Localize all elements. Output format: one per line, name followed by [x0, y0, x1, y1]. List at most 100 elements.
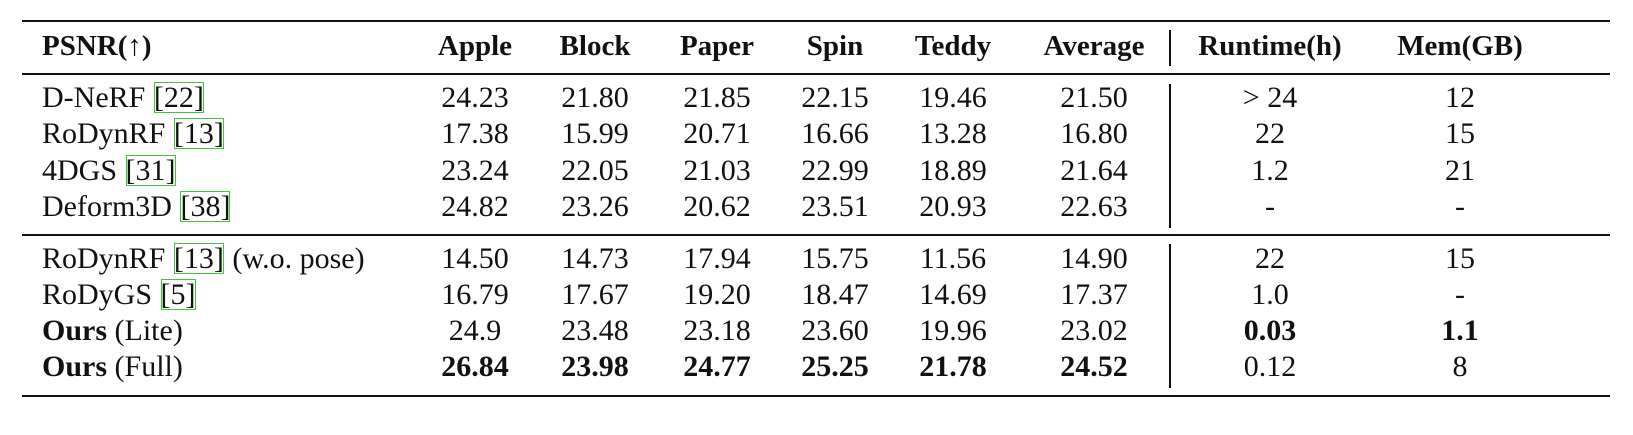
top-rule	[22, 20, 1610, 22]
method-cell: RoDyGS [5]	[42, 277, 197, 313]
average-cell: 21.50	[1060, 81, 1128, 114]
citation-number: 13	[183, 242, 214, 275]
paper-cell: 21.85	[683, 81, 751, 114]
apple-cell: 14.50	[441, 242, 509, 275]
teddy-cell: 19.96	[919, 314, 987, 347]
spin-cell: 22.15	[801, 81, 869, 114]
runtime-cell: -	[1265, 190, 1275, 223]
average-header: Average	[1043, 30, 1145, 62]
teddy-cell: 21.78	[919, 350, 987, 383]
memory-cell: 21	[1445, 154, 1475, 187]
table-row: RoDyGS [5] 16.79 17.67 19.20 18.47 14.69 17.37…	[0, 277, 1633, 313]
memory-cell: 1.1	[1441, 314, 1479, 347]
memory-cell: -	[1455, 278, 1465, 311]
citation-number: 38	[190, 190, 221, 223]
table-row: RoDynRF [13] 17.38 15.99 20.71 16.66 13.28 16.…	[0, 116, 1633, 152]
paper-cell: 23.18	[683, 314, 751, 347]
method-cell: 4DGS [31]	[42, 153, 177, 189]
table-row: D-NeRF [22] 24.23 21.80 21.85 22.15 19.46 21.5…	[0, 80, 1633, 116]
method-cell: Deform3D [38]	[42, 189, 231, 225]
spin-cell: 25.25	[801, 350, 869, 383]
average-cell: 21.64	[1060, 154, 1128, 187]
spin-cell: 23.51	[801, 190, 869, 223]
metric-header: PSNR(↑)	[42, 30, 152, 62]
average-cell: 22.63	[1060, 190, 1128, 223]
memory-cell: 8	[1452, 350, 1468, 383]
apple-cell: 16.79	[441, 278, 509, 311]
method-name: Ours	[42, 314, 108, 347]
average-cell: 23.02	[1060, 314, 1128, 347]
table-row: Ours (Full) 26.84 23.98 24.77 25.25 21.78 24.5…	[0, 349, 1633, 385]
block-cell: 23.48	[561, 314, 629, 347]
citation-link[interactable]: [13]	[173, 117, 224, 150]
method-variant: (w.o. pose)	[232, 242, 365, 275]
spin-cell: 23.60	[801, 314, 869, 347]
spin-cell: 15.75	[801, 242, 869, 275]
citation-link[interactable]: [38]	[180, 190, 231, 223]
apple-cell: 24.9	[448, 314, 502, 347]
citation-link[interactable]: [31]	[125, 154, 176, 187]
citation-link[interactable]: [5]	[160, 278, 196, 311]
spin-cell: 18.47	[801, 278, 869, 311]
citation-number: 5	[170, 278, 186, 311]
runtime-cell: 0.12	[1243, 350, 1297, 383]
paper-cell: 21.03	[683, 154, 751, 187]
teddy-cell: 20.93	[919, 190, 987, 223]
method-variant: (Lite)	[114, 314, 183, 347]
spin-cell: 22.99	[801, 154, 869, 187]
average-cell: 24.52	[1060, 350, 1128, 383]
apple-cell: 24.23	[441, 81, 509, 114]
method-cell: RoDynRF [13] (w.o. pose)	[42, 241, 365, 277]
teddy-cell: 14.69	[919, 278, 987, 311]
memory-cell: -	[1455, 190, 1465, 223]
method-cell: Ours (Full)	[42, 349, 183, 385]
memory-cell: 12	[1445, 81, 1475, 114]
teddy-cell: 18.89	[919, 154, 987, 187]
block-cell: 17.67	[561, 278, 629, 311]
paper-cell: 20.62	[683, 190, 751, 223]
spin-cell: 16.66	[801, 117, 869, 150]
citation-link[interactable]: [13]	[173, 242, 224, 275]
paper-cell: 24.77	[683, 350, 751, 383]
method-name: 4DGS	[42, 154, 118, 187]
runtime-cell: 1.2	[1251, 154, 1289, 187]
average-cell: 17.37	[1060, 278, 1128, 311]
average-cell: 16.80	[1060, 117, 1128, 150]
memory-header: Mem(GB)	[1397, 30, 1523, 62]
method-name: D-NeRF	[42, 81, 146, 114]
block-cell: 14.73	[561, 242, 629, 275]
citation-link[interactable]: [22]	[153, 81, 204, 114]
apple-cell: 26.84	[441, 350, 509, 383]
spin-header: Spin	[806, 30, 864, 62]
average-cell: 14.90	[1060, 242, 1128, 275]
table-row: Ours (Lite) 24.9 23.48 23.18 23.60 19.96 23.02…	[0, 313, 1633, 349]
method-cell: D-NeRF [22]	[42, 80, 205, 116]
bottom-rule	[22, 395, 1610, 397]
method-cell: Ours (Lite)	[42, 313, 183, 349]
method-name: Deform3D	[42, 190, 172, 223]
teddy-cell: 19.46	[919, 81, 987, 114]
method-name: RoDynRF	[42, 242, 166, 275]
header-rule	[22, 73, 1610, 75]
apple-cell: 23.24	[441, 154, 509, 187]
table-row: Deform3D [38] 24.82 23.26 20.62 23.51 20.93 22…	[0, 189, 1633, 225]
memory-cell: 15	[1445, 242, 1475, 275]
group2-column-separator	[1169, 244, 1171, 388]
paper-cell: 19.20	[683, 278, 751, 311]
runtime-header: Runtime(h)	[1198, 30, 1342, 62]
teddy-cell: 11.56	[919, 242, 987, 275]
header-row: PSNR(↑) Apple Block Paper Spin Teddy Ave…	[0, 28, 1633, 64]
paper-header: Paper	[679, 30, 755, 62]
block-cell: 22.05	[561, 154, 629, 187]
method-cell: RoDynRF [13]	[42, 116, 225, 152]
teddy-cell: 13.28	[919, 117, 987, 150]
citation-number: 13	[183, 117, 214, 150]
apple-cell: 17.38	[441, 117, 509, 150]
method-variant: (Full)	[114, 350, 183, 383]
block-cell: 15.99	[561, 117, 629, 150]
runtime-cell: 22	[1255, 242, 1285, 275]
runtime-cell: 1.0	[1251, 278, 1289, 311]
citation-number: 31	[135, 154, 166, 187]
method-name: RoDyGS	[42, 278, 153, 311]
memory-cell: 15	[1445, 117, 1475, 150]
